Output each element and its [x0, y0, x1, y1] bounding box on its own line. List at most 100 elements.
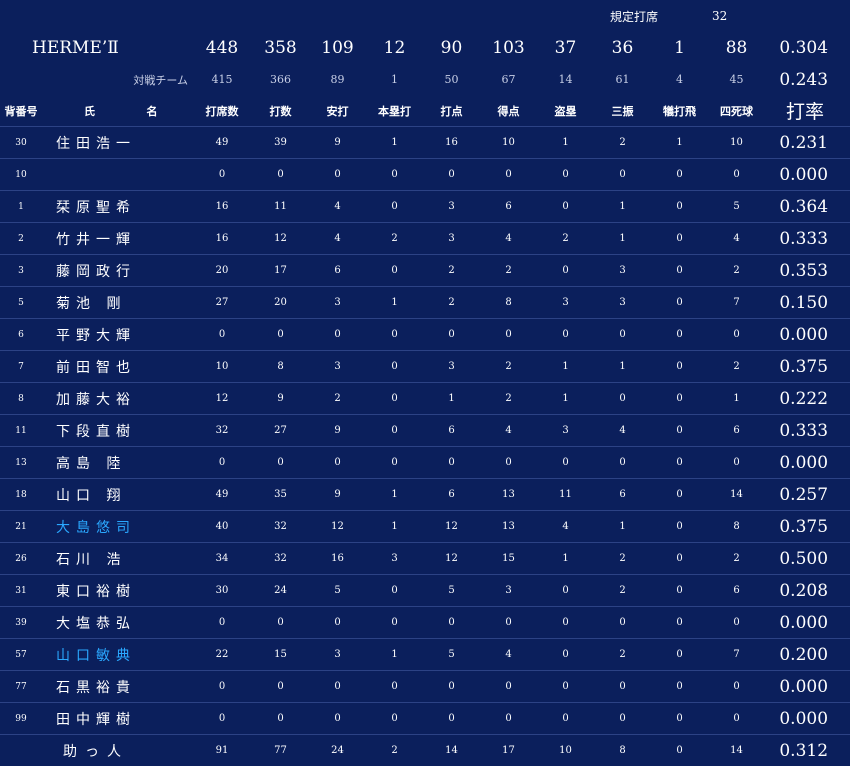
player-name: [42, 159, 192, 191]
player-stat: 6: [708, 575, 765, 607]
player-stat: 0: [651, 639, 708, 671]
header-number: 背番号: [0, 95, 42, 127]
team-stat: 448: [192, 32, 252, 64]
player-stat: 6: [423, 479, 480, 511]
player-stat: 4: [537, 511, 594, 543]
player-number: 2: [0, 223, 42, 255]
helper-avg: 0.312: [765, 735, 850, 766]
player-avg: 0.200: [765, 639, 850, 671]
player-avg: 0.500: [765, 543, 850, 575]
player-stat: 12: [423, 543, 480, 575]
player-stat: 0: [423, 159, 480, 191]
player-name: 栞原聖希: [42, 191, 192, 223]
player-stat: 4: [309, 223, 366, 255]
player-stat: 0: [651, 671, 708, 703]
player-stat: 1: [366, 127, 423, 159]
helper-stat: 17: [480, 735, 537, 766]
player-stat: 24: [252, 575, 309, 607]
player-name: 前田智也: [42, 351, 192, 383]
player-stat: 3: [537, 287, 594, 319]
player-stat: 11: [252, 191, 309, 223]
player-stat: 1: [651, 127, 708, 159]
player-number: 31: [0, 575, 42, 607]
header-col: 安打: [309, 95, 366, 127]
player-stat: 0: [651, 159, 708, 191]
helper-stat: 14: [708, 735, 765, 766]
player-stat: 0: [708, 447, 765, 479]
player-stat: 13: [480, 479, 537, 511]
player-stat: 3: [423, 351, 480, 383]
player-number: 13: [0, 447, 42, 479]
player-stat: 0: [366, 383, 423, 415]
opponent-stat: 4: [651, 64, 708, 95]
player-stat: 16: [309, 543, 366, 575]
player-stat: 0: [480, 447, 537, 479]
player-stat: 0: [423, 703, 480, 735]
player-stat: 0: [423, 319, 480, 351]
player-stat: 3: [594, 255, 651, 287]
player-stat: 0: [651, 223, 708, 255]
player-stat: 1: [594, 191, 651, 223]
player-stat: 0: [366, 575, 423, 607]
player-stat: 0: [651, 383, 708, 415]
player-stat: 1: [537, 543, 594, 575]
helper-stat: 0: [651, 735, 708, 766]
team-name: HERME’Ⅱ: [0, 32, 192, 64]
player-stat: 12: [423, 511, 480, 543]
player-stat: 22: [192, 639, 252, 671]
opponent-stat: 1: [366, 64, 423, 95]
player-stat: 5: [423, 575, 480, 607]
player-stat: 16: [192, 223, 252, 255]
player-stat: 0: [651, 351, 708, 383]
player-stat: 9: [309, 479, 366, 511]
player-stat: 16: [423, 127, 480, 159]
player-stat: 0: [366, 159, 423, 191]
player-stat: 6: [708, 415, 765, 447]
player-stat: 0: [309, 671, 366, 703]
player-stat: 1: [366, 511, 423, 543]
player-stat: 0: [192, 159, 252, 191]
player-stat: 15: [480, 543, 537, 575]
player-stat: 0: [480, 607, 537, 639]
player-stat: 1: [537, 383, 594, 415]
player-stat: 3: [309, 287, 366, 319]
opponent-stat: 67: [480, 64, 537, 95]
player-stat: 0: [366, 671, 423, 703]
player-stat: 0: [366, 351, 423, 383]
header-col: 打数: [252, 95, 309, 127]
player-name: 竹井一輝: [42, 223, 192, 255]
player-stat: 0: [537, 191, 594, 223]
player-stat: 32: [252, 543, 309, 575]
player-stat: 10: [480, 127, 537, 159]
player-avg: 0.231: [765, 127, 850, 159]
player-stat: 2: [708, 255, 765, 287]
player-stat: 0: [309, 159, 366, 191]
player-stat: 0: [651, 287, 708, 319]
player-stat: 1: [708, 383, 765, 415]
player-stat: 0: [366, 447, 423, 479]
player-stat: 0: [708, 319, 765, 351]
player-stat: 0: [309, 703, 366, 735]
player-avg: 0.000: [765, 319, 850, 351]
player-stat: 1: [594, 223, 651, 255]
player-stat: 4: [708, 223, 765, 255]
player-stat: 2: [480, 255, 537, 287]
player-stat: 13: [480, 511, 537, 543]
player-stat: 32: [192, 415, 252, 447]
player-stat: 0: [651, 447, 708, 479]
player-stat: 10: [192, 351, 252, 383]
player-number: 3: [0, 255, 42, 287]
player-stat: 0: [366, 191, 423, 223]
player-stat: 0: [651, 319, 708, 351]
player-stat: 3: [309, 639, 366, 671]
player-number: 1: [0, 191, 42, 223]
header-col: 得点: [480, 95, 537, 127]
player-stat: 49: [192, 127, 252, 159]
